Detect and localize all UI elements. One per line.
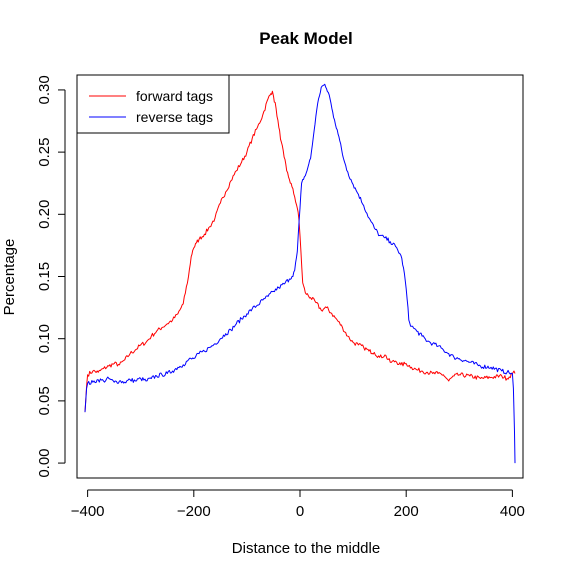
x-axis: −400 −200 0 200 400 [71,489,525,520]
x-tick-label: 0 [296,503,304,520]
legend-label-reverse-tags: reverse tags [136,109,213,125]
legend-box [76,74,230,134]
y-tick-label: 0.00 [36,448,53,477]
y-tick-label: 0.30 [36,75,53,104]
series-layer [84,83,516,464]
legend: forward tags reverse tags [76,74,230,134]
y-tick-label: 0.05 [36,386,53,415]
x-tick-label: −200 [177,503,211,520]
y-tick-label: 0.15 [36,262,53,291]
plot-area-frame [76,74,524,479]
chart-title: Peak Model [259,29,353,48]
legend-label-forward-tags: forward tags [136,88,213,104]
x-axis-label: Distance to the middle [232,540,380,557]
x-tick-label: −400 [71,503,105,520]
y-tick-label: 0.25 [36,138,53,167]
y-axis-label: Percentage [1,239,18,316]
series-line-forward-tags [84,90,516,413]
y-tick-label: 0.20 [36,200,53,229]
x-tick-label: 400 [500,503,525,520]
y-axis: 0.00 0.05 0.10 0.15 0.20 0.25 0.30 [36,75,66,478]
x-tick-label: 200 [394,503,419,520]
y-tick-label: 0.10 [36,324,53,353]
series-line-reverse-tags [84,83,516,464]
